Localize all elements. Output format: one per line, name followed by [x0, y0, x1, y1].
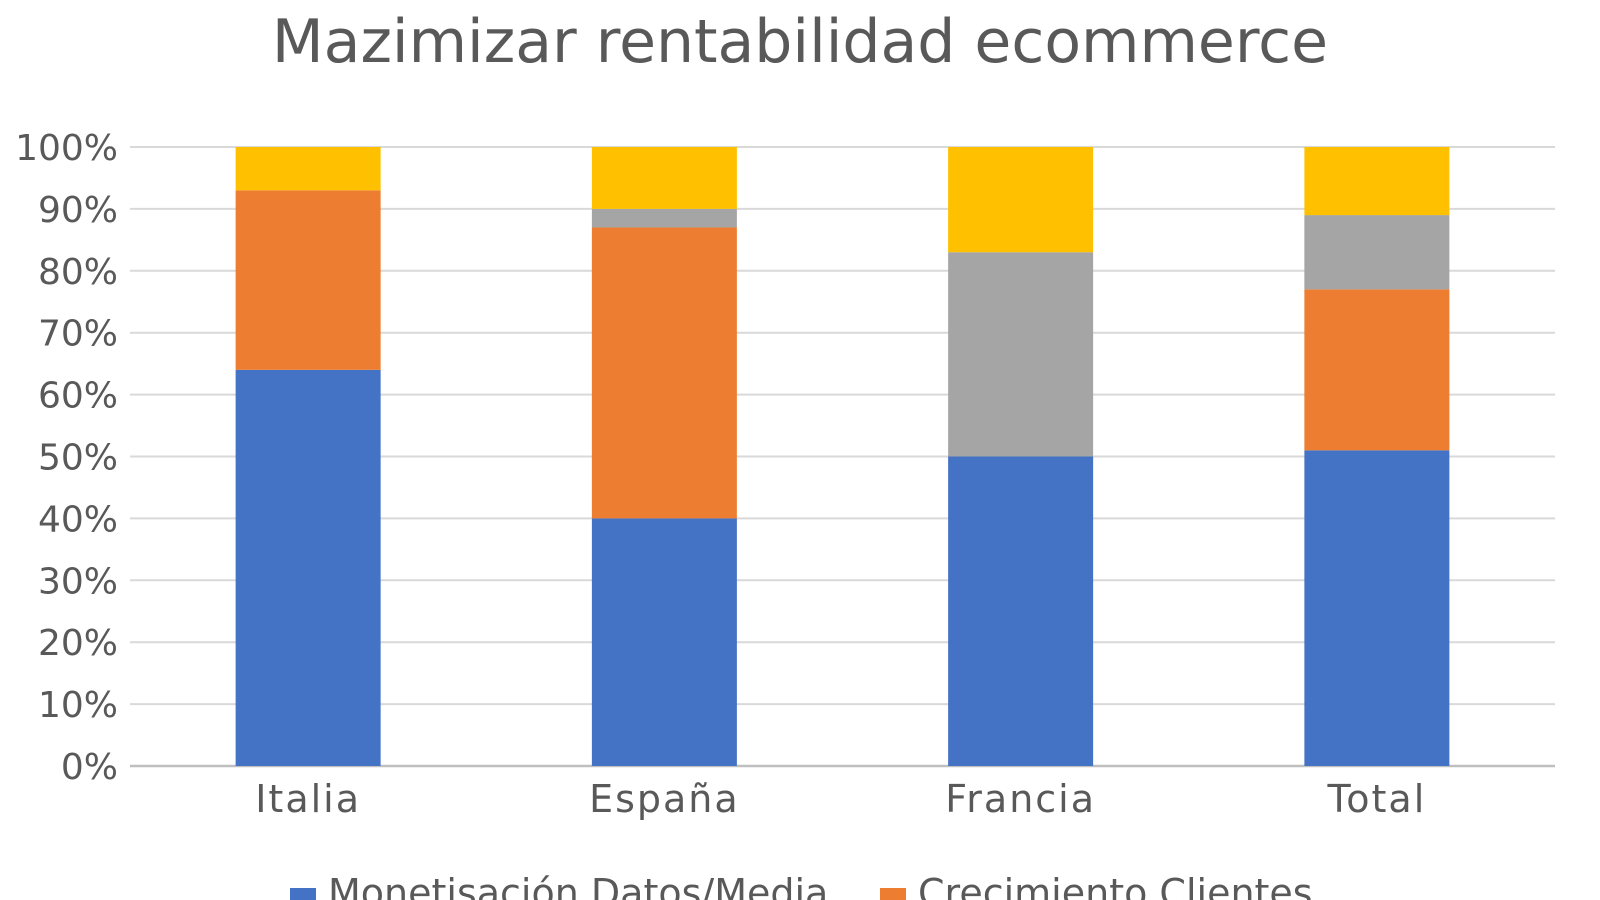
legend: Monetisación Datos/Media Crecimiento Clie…: [290, 871, 1313, 900]
bar-segment: [948, 252, 1094, 457]
bar-segment: [948, 456, 1094, 766]
y-tick-label: 0%: [61, 747, 118, 788]
bar-segment: [1304, 215, 1450, 290]
x-tick-label: Italia: [255, 777, 361, 821]
bar-segment: [948, 147, 1094, 253]
y-tick-label: 100%: [15, 128, 118, 169]
y-tick-label: 20%: [38, 623, 118, 664]
bar-segment: [1304, 147, 1450, 216]
bar-segment: [235, 147, 381, 191]
x-tick-label: Total: [1327, 777, 1427, 821]
y-tick-label: 30%: [38, 561, 118, 602]
bar-segment: [235, 369, 381, 766]
y-axis: 0% 10% 20% 30% 40% 50% 60% 70% 80% 90% 100%: [15, 128, 118, 788]
bar-segment: [1304, 450, 1450, 766]
y-tick-label: 70%: [38, 314, 118, 355]
bar-segment: [591, 147, 737, 209]
legend-swatch: [880, 888, 906, 900]
x-axis: Italia España Francia Total: [255, 777, 1427, 821]
bar-segment: [235, 190, 381, 370]
legend-swatch: [290, 888, 316, 900]
y-tick-label: 10%: [38, 685, 118, 726]
legend-label: Monetisación Datos/Media: [328, 871, 828, 900]
bar-segment: [591, 227, 737, 519]
legend-label: Crecimiento Clientes: [918, 871, 1313, 900]
y-tick-label: 60%: [38, 376, 118, 417]
y-tick-label: 90%: [38, 190, 118, 231]
x-tick-label: Francia: [945, 777, 1096, 821]
bars: [235, 147, 1450, 766]
y-tick-label: 50%: [38, 438, 118, 479]
bar-segment: [591, 208, 737, 228]
x-tick-label: España: [589, 777, 740, 821]
chart-title: Mazimizar rentabilidad ecommerce: [272, 7, 1328, 77]
bar-segment: [1304, 289, 1450, 451]
bar-segment: [591, 518, 737, 766]
y-tick-label: 40%: [38, 499, 118, 540]
y-tick-label: 80%: [38, 252, 118, 293]
